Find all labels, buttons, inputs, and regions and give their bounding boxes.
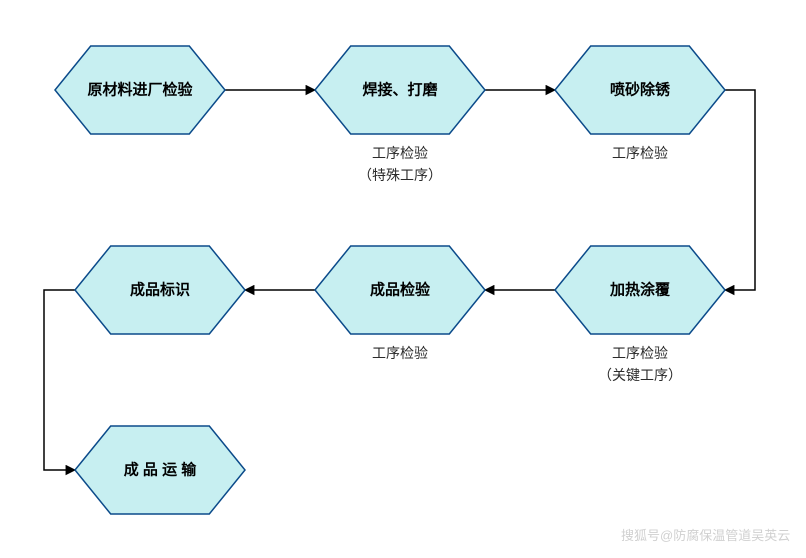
process-flowchart: 原材料进厂检验焊接、打磨工序检验（特殊工序）喷砂除锈工序检验加热涂覆工序检验（关… xyxy=(0,0,806,558)
node-label: 成品标识 xyxy=(130,281,190,299)
node-n2: 焊接、打磨工序检验 （特殊工序） xyxy=(315,46,485,183)
node-label: 原材料进厂检验 xyxy=(87,81,193,99)
node-sublabel: （关键工序） xyxy=(598,367,682,383)
node-label: 成 品 运 输 xyxy=(124,461,198,479)
watermark: 搜狐号@防腐保温管道吴英云 xyxy=(621,528,790,543)
node-n7: 成 品 运 输 xyxy=(75,426,245,514)
node-sublabel: 工序检验 xyxy=(612,145,668,161)
node-sublabel: 工序检验 xyxy=(372,345,428,361)
node-sublabel: （特殊工序） xyxy=(358,167,442,183)
node-n4: 加热涂覆工序检验 （关键工序） xyxy=(555,246,725,383)
node-label: 加热涂覆 xyxy=(609,281,671,299)
edge-n6-n7 xyxy=(44,290,75,470)
node-sublabel: 工序检验 xyxy=(372,145,428,161)
node-n3: 喷砂除锈工序检验 xyxy=(555,46,725,161)
node-n5: 成品检验工序检验 xyxy=(315,246,485,361)
node-n6: 成品标识 xyxy=(75,246,245,334)
node-label: 焊接、打磨 xyxy=(362,81,438,99)
node-label: 成品检验 xyxy=(370,281,431,299)
node-sublabel: 工序检验 xyxy=(612,345,668,361)
node-label: 喷砂除锈 xyxy=(610,81,670,99)
node-n1: 原材料进厂检验 xyxy=(55,46,225,134)
edge-n3-n4 xyxy=(725,90,755,290)
